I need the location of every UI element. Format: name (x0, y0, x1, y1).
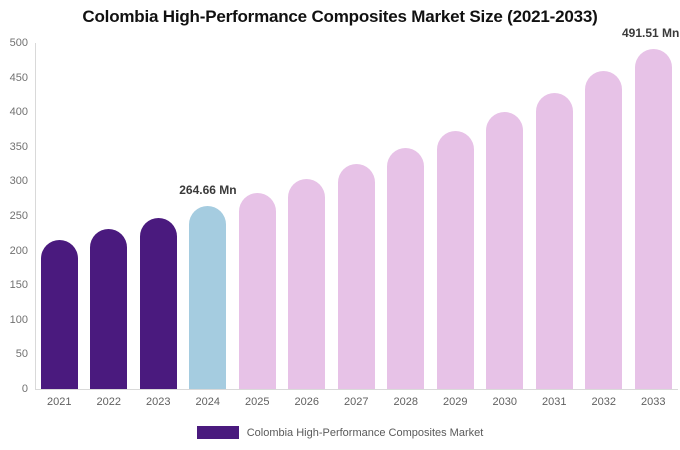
x-tick-label-2027: 2027 (344, 396, 369, 408)
y-axis-line (34, 43, 36, 389)
x-tick-label-2025: 2025 (245, 396, 270, 408)
bar-2032[interactable] (585, 71, 623, 389)
bar-2024[interactable] (189, 205, 227, 389)
x-tick-label-2026: 2026 (294, 396, 319, 408)
y-tick-label: 100 (9, 313, 28, 326)
x-tick-label-2028: 2028 (393, 396, 418, 408)
x-tick-label-2024: 2024 (195, 396, 220, 408)
bar-2030[interactable] (486, 112, 524, 389)
y-tick-label: 200 (9, 244, 28, 257)
value-label-2033: 491.51 Mn (622, 25, 680, 40)
x-tick-label-2033: 2033 (641, 396, 666, 408)
bar-2023[interactable] (139, 218, 177, 389)
bar-2028[interactable] (387, 147, 425, 389)
value-label-2024: 264.66 Mn (179, 182, 237, 197)
chart-title: Colombia High-Performance Composites Mar… (82, 7, 598, 26)
x-tick-label-2029: 2029 (443, 396, 468, 408)
bar-2031[interactable] (535, 92, 573, 389)
y-tick-label: 50 (15, 348, 28, 361)
x-tick-label-2030: 2030 (492, 396, 517, 408)
bar-2026[interactable] (288, 178, 326, 389)
y-tick-label: 400 (9, 106, 28, 119)
legend-label: Colombia High-Performance Composites Mar… (246, 426, 484, 439)
x-axis-line (34, 389, 678, 390)
y-tick-label: 0 (21, 383, 28, 395)
y-tick-label: 250 (9, 210, 28, 222)
y-tick-label: 450 (9, 71, 28, 84)
bar-2027[interactable] (337, 163, 375, 389)
x-tick-label-2023: 2023 (146, 396, 171, 408)
bar-2033[interactable] (634, 48, 672, 389)
x-tick-label-2022: 2022 (96, 396, 121, 408)
legend: Colombia High-Performance Composites Mar… (0, 426, 680, 439)
bar-2021[interactable] (40, 240, 78, 389)
y-tick-label: 500 (9, 37, 28, 49)
y-tick-label: 300 (9, 175, 28, 188)
bar-2025[interactable] (238, 192, 276, 389)
x-tick-label-2021: 2021 (47, 396, 72, 408)
y-tick-label: 150 (9, 279, 28, 292)
bar-2029[interactable] (436, 130, 474, 389)
x-tick-label-2031: 2031 (542, 396, 567, 408)
y-tick-label: 350 (9, 140, 28, 153)
bar-2022[interactable] (90, 229, 128, 389)
legend-swatch-icon (196, 426, 239, 439)
legend-item[interactable]: Colombia High-Performance Composites Mar… (196, 426, 484, 439)
x-tick-label-2032: 2032 (591, 396, 616, 408)
